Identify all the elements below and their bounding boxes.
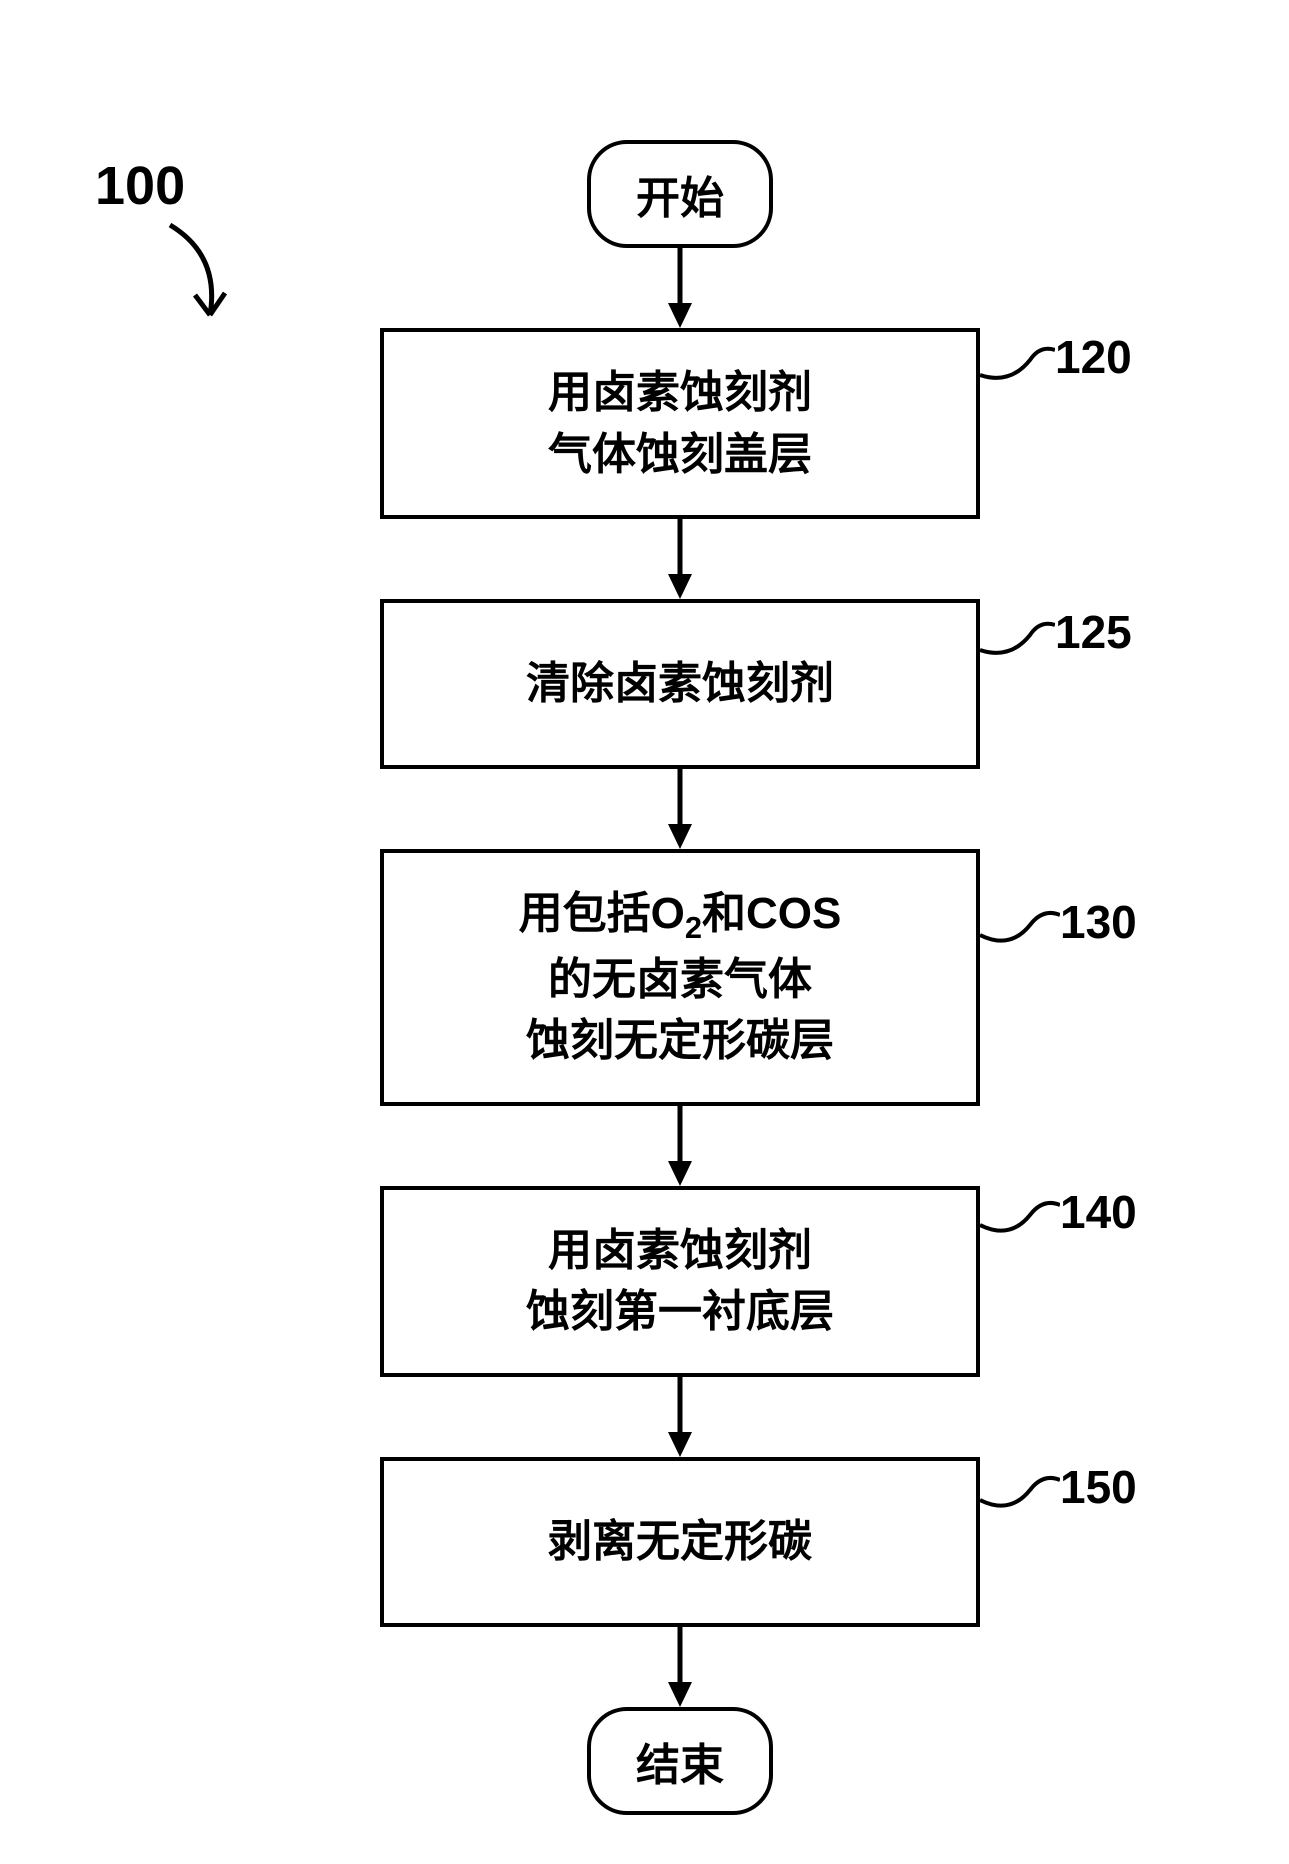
ref-connector-icon [980, 905, 1060, 965]
step-text: 气体蚀刻盖层 [548, 430, 812, 479]
process-step-120: 用卤素蚀刻剂 气体蚀刻盖层 [380, 328, 980, 519]
arrow [380, 519, 980, 599]
step-text: 用卤素蚀刻剂 [548, 368, 812, 417]
arrow [380, 1377, 980, 1457]
ref-label-120: 120 [1055, 330, 1132, 384]
process-step-130: 用包括O2和COS的无卤素气体蚀刻无定形碳层 [380, 849, 980, 1106]
step-text: 用卤素蚀刻剂 [548, 1226, 812, 1275]
main-ref-arrow-icon [140, 215, 260, 355]
process-step-150: 剥离无定形碳 [380, 1457, 980, 1627]
arrow [380, 769, 980, 849]
main-reference-number: 100 [95, 155, 185, 217]
flowchart-container: 开始 用卤素蚀刻剂 气体蚀刻盖层 清除卤素蚀刻剂 用包括O2和COS的无卤素气体… [380, 140, 980, 1815]
arrow [380, 1106, 980, 1186]
ref-connector-icon [980, 1470, 1060, 1530]
ref-connector-icon [980, 340, 1055, 400]
ref-connector-icon [980, 1195, 1060, 1255]
process-step-140: 用卤素蚀刻剂 蚀刻第一衬底层 [380, 1186, 980, 1377]
ref-connector-icon [980, 615, 1055, 675]
ref-label-130: 130 [1060, 895, 1137, 949]
step-text: 蚀刻第一衬底层 [526, 1287, 834, 1336]
arrow [380, 248, 980, 328]
end-terminator: 结束 [587, 1707, 773, 1815]
ref-label-150: 150 [1060, 1460, 1137, 1514]
arrow [380, 1627, 980, 1707]
step-text: 剥离无定形碳 [548, 1517, 812, 1566]
ref-label-140: 140 [1060, 1185, 1137, 1239]
start-terminator: 开始 [587, 140, 773, 248]
step-text: 清除卤素蚀刻剂 [526, 659, 834, 708]
ref-label-125: 125 [1055, 605, 1132, 659]
process-step-125: 清除卤素蚀刻剂 [380, 599, 980, 769]
